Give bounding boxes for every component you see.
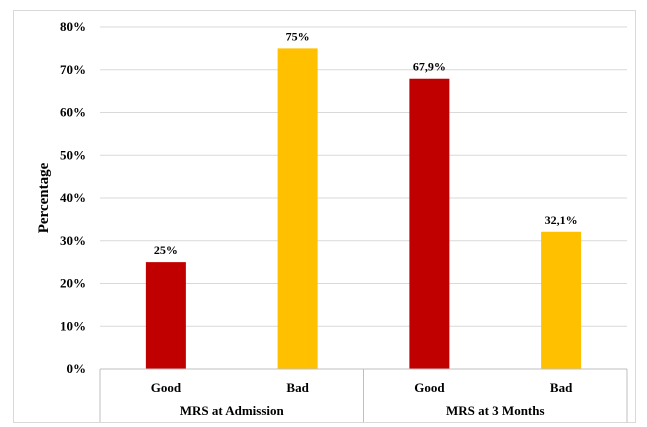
- x-group-label: MRS at Admission: [180, 403, 285, 418]
- x-category-label: Good: [414, 380, 445, 395]
- data-label: 75%: [286, 29, 310, 43]
- bar-mrs-at-admission-bad: [278, 48, 318, 369]
- data-label: 67,9%: [413, 60, 446, 74]
- data-label: 25%: [154, 243, 178, 257]
- y-tick-label: 60%: [60, 105, 86, 120]
- x-category-label: Bad: [286, 380, 309, 395]
- y-tick-label: 30%: [60, 233, 86, 248]
- x-category-label: Good: [151, 380, 182, 395]
- y-axis-label: Percentage: [36, 162, 52, 233]
- bar-mrs-at-admission-good: [146, 262, 186, 369]
- x-category-label: Bad: [550, 380, 573, 395]
- y-tick-label: 80%: [60, 19, 86, 34]
- y-tick-label: 0%: [67, 361, 87, 376]
- y-tick-label: 10%: [60, 318, 86, 333]
- y-tick-label: 40%: [60, 190, 86, 205]
- y-axis-ticks: 0% 10% 20% 30% 40% 50% 60% 70% 80%: [60, 19, 86, 376]
- bar-mrs-at-3-months-bad: [541, 232, 581, 369]
- y-tick-label: 50%: [60, 147, 86, 162]
- y-tick-label: 70%: [60, 62, 86, 77]
- data-label: 32,1%: [545, 213, 578, 227]
- y-tick-label: 20%: [60, 276, 86, 291]
- x-group-label: MRS at 3 Months: [446, 403, 545, 418]
- bar-mrs-at-3-months-good: [409, 79, 449, 369]
